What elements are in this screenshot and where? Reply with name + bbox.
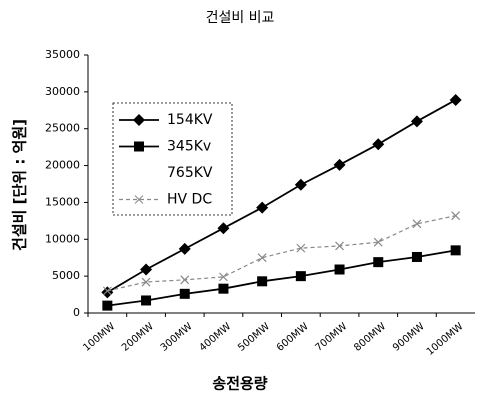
data-point (141, 295, 152, 306)
x-tick-label: 900MW (391, 321, 427, 354)
data-point (102, 286, 112, 296)
x-tick-label: 100MW (81, 321, 117, 354)
x-tick-label: 600MW (275, 321, 311, 354)
y-tick-label: 25000 (45, 122, 80, 135)
x-tick-label: 1000MW (425, 321, 466, 358)
legend-marker (133, 114, 145, 126)
data-point (296, 243, 306, 253)
legend-box (112, 102, 233, 216)
series-line (107, 215, 456, 292)
x-tick-label: 400MW (197, 321, 233, 354)
data-point (101, 286, 114, 299)
data-point (256, 201, 269, 214)
data-point (449, 93, 462, 106)
data-point (373, 257, 384, 268)
x-tick-label: 700MW (314, 321, 350, 354)
legend-label: 154KV (167, 112, 213, 128)
data-point (257, 276, 268, 287)
data-point (295, 271, 306, 282)
data-point (411, 251, 422, 262)
chart-title: 건설비 비교 (206, 10, 275, 26)
legend-label: 765KV (167, 165, 213, 181)
y-tick-label: 35000 (45, 48, 80, 61)
data-point (335, 241, 344, 251)
y-tick-label: 5000 (52, 269, 80, 282)
y-tick-label: 0 (73, 306, 80, 319)
data-point (178, 242, 191, 255)
legend-marker (134, 141, 144, 152)
x-tick-label: 800MW (352, 321, 388, 354)
x-tick-label: 200MW (120, 321, 156, 354)
x-tick-label: 300MW (159, 321, 195, 354)
legend-label: HV DC (167, 192, 212, 208)
legend-marker (134, 195, 144, 204)
data-point (218, 283, 229, 294)
x-tick-label: 500MW (236, 321, 272, 354)
data-point (412, 219, 422, 229)
data-point (334, 264, 345, 275)
data-point (217, 222, 230, 235)
data-point (372, 138, 385, 151)
data-point (333, 158, 346, 171)
data-point (219, 272, 228, 282)
legend-label: 345Kv (167, 139, 211, 155)
data-point (373, 237, 383, 247)
data-point (140, 263, 153, 276)
data-point (180, 275, 190, 285)
data-point (141, 277, 151, 287)
data-point (450, 245, 461, 256)
y-tick-label: 30000 (45, 85, 80, 98)
x-axis-label: 송전용량 (212, 375, 267, 393)
series-line (106, 99, 457, 294)
data-point (102, 300, 113, 311)
y-axis-label: 건설비 [단위 : 억원] (11, 119, 29, 251)
data-point (451, 211, 461, 221)
y-tick-label: 10000 (45, 232, 80, 245)
y-tick-label: 20000 (45, 159, 80, 172)
data-point (410, 115, 423, 128)
data-point (257, 253, 267, 263)
data-point (179, 288, 190, 299)
y-tick-label: 15000 (45, 195, 80, 208)
series-line (107, 249, 456, 307)
data-point (294, 178, 307, 191)
